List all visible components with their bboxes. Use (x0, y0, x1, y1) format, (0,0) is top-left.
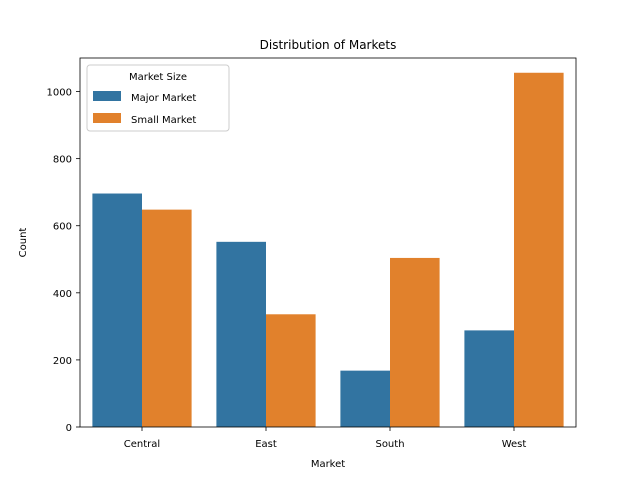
x-tick-label-west: West (502, 439, 527, 450)
legend-box (86, 64, 230, 132)
y-tick-label-0: 0 (66, 423, 72, 434)
x-axis-label: Market (311, 459, 345, 470)
bar-south-major-market (340, 370, 390, 427)
legend-swatch-small-market (93, 113, 121, 123)
y-tick-label-1000: 1000 (47, 88, 72, 99)
bar-central-small-market (142, 209, 192, 427)
y-tick-label-400: 400 (53, 289, 72, 300)
x-tick-label-central: Central (124, 439, 160, 450)
x-axis-ticks: Central East South West (124, 427, 527, 450)
bar-east-major-market (216, 241, 266, 427)
x-tick-label-south: South (375, 439, 404, 450)
plot-frame (79, 57, 577, 428)
bar-west-major-market (464, 330, 514, 427)
legend: Market Size Major Market Small Market (86, 64, 230, 132)
legend-title: Market Size (129, 72, 187, 83)
bars-layer (92, 72, 564, 427)
x-tick-label-east: East (255, 439, 277, 450)
bar-east-small-market (266, 314, 316, 427)
bar-south-small-market (390, 257, 440, 427)
legend-label-major-market: Major Market (131, 93, 196, 104)
legend-label-small-market: Small Market (131, 115, 196, 126)
bar-west-small-market (514, 72, 564, 427)
y-tick-label-800: 800 (53, 155, 72, 166)
chart-title: Distribution of Markets (260, 38, 397, 52)
legend-swatch-major-market (93, 91, 121, 101)
y-tick-label-200: 200 (53, 356, 72, 367)
y-axis-label: Count (18, 228, 29, 258)
y-axis-ticks: 0 200 400 600 800 1000 (47, 88, 80, 434)
bar-central-major-market (92, 193, 142, 427)
y-tick-label-600: 600 (53, 222, 72, 233)
